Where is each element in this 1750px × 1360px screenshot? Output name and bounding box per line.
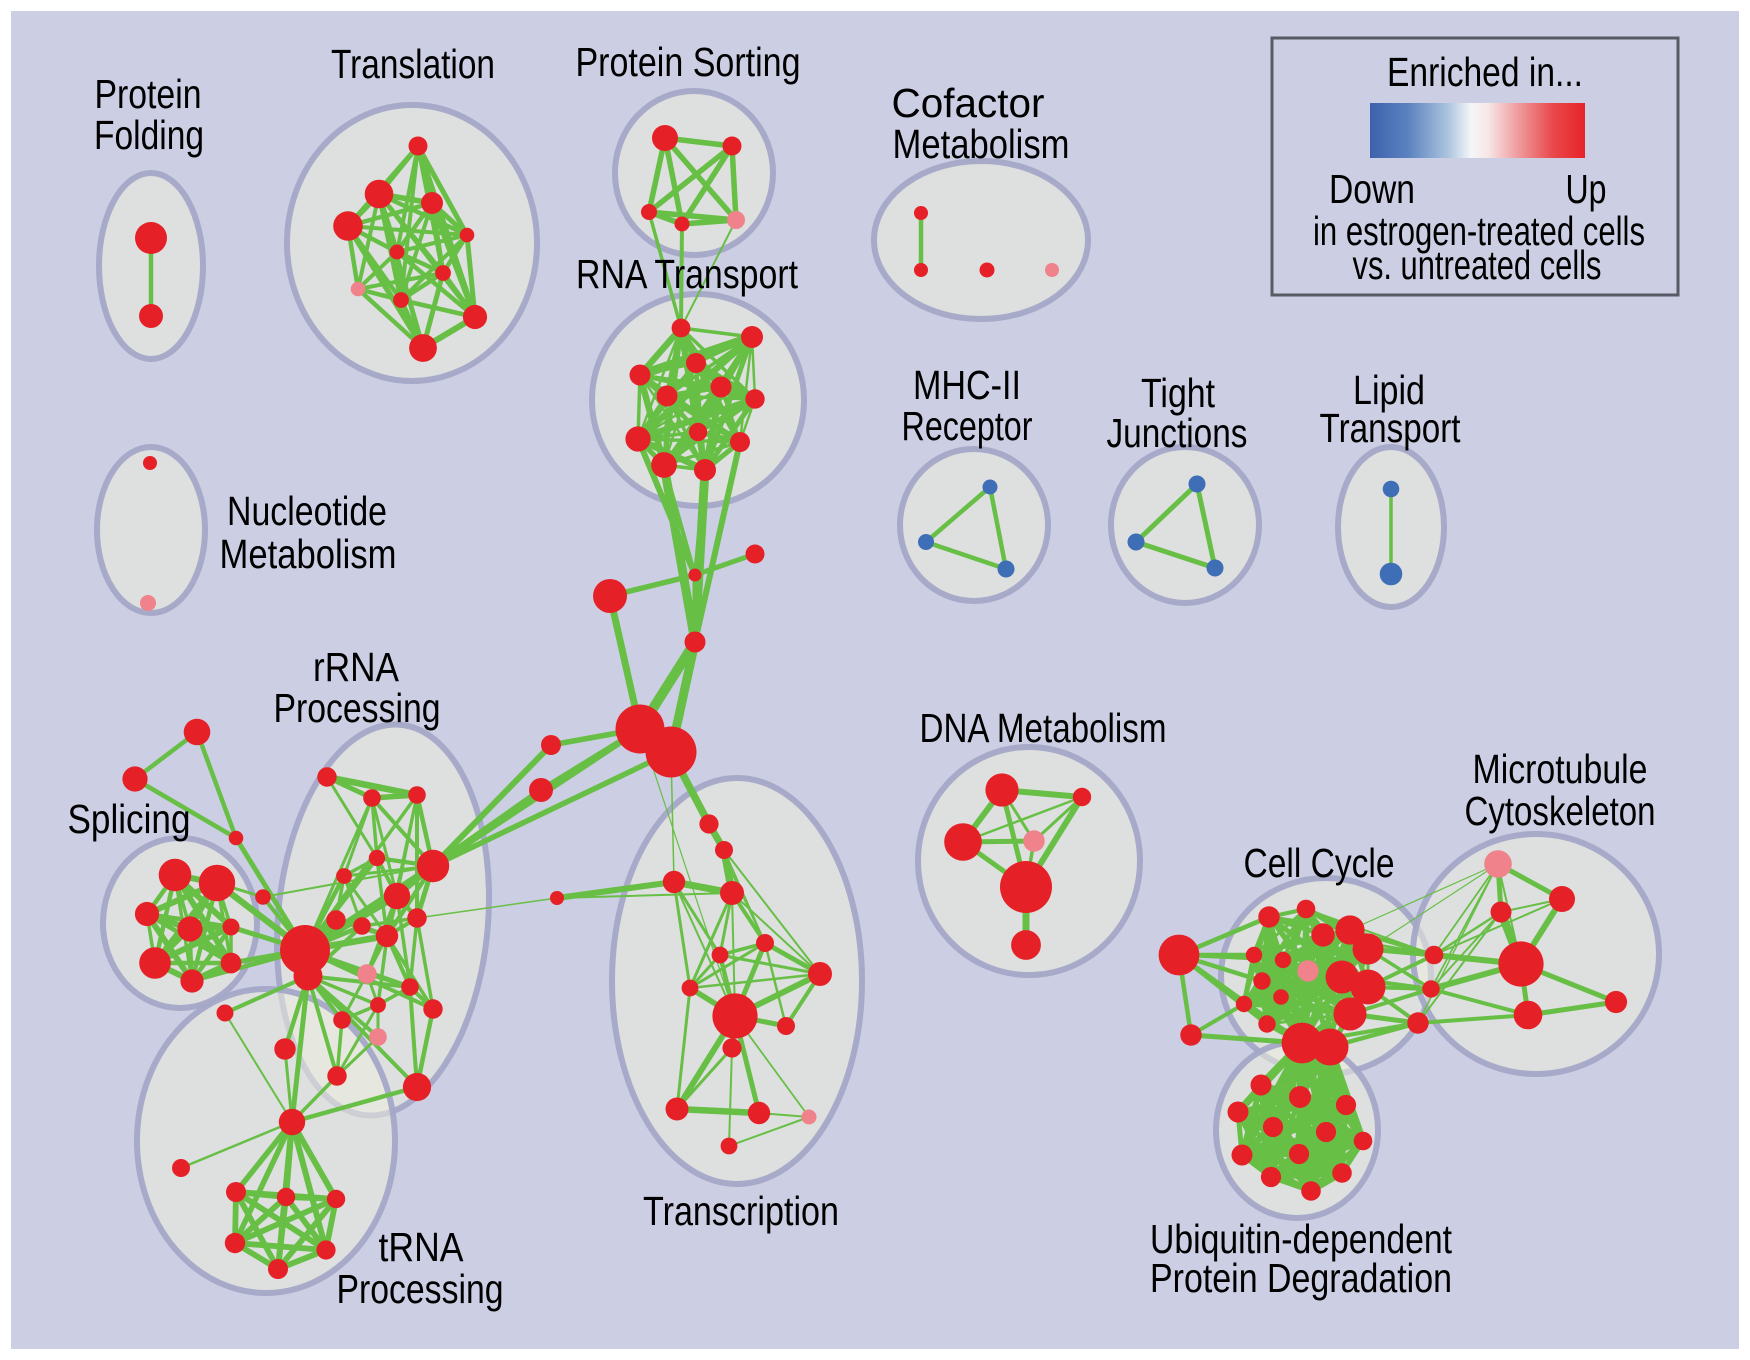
svg-text:rRNA: rRNA (313, 644, 400, 690)
svg-text:Junctions: Junctions (1107, 410, 1248, 456)
svg-text:Cell Cycle: Cell Cycle (1244, 840, 1395, 886)
svg-text:Protein Degradation: Protein Degradation (1150, 1255, 1452, 1301)
svg-text:Metabolism: Metabolism (220, 531, 397, 577)
svg-text:Down: Down (1329, 166, 1415, 212)
svg-text:Enriched in...: Enriched in... (1387, 49, 1583, 95)
svg-text:Up: Up (1566, 166, 1607, 212)
svg-text:tRNA: tRNA (379, 1224, 465, 1270)
svg-text:Transport: Transport (1320, 405, 1461, 451)
svg-text:Tight: Tight (1141, 370, 1215, 416)
svg-text:Translation: Translation (331, 41, 495, 87)
svg-text:Protein Sorting: Protein Sorting (576, 39, 801, 85)
svg-text:Microtubule: Microtubule (1473, 746, 1648, 792)
svg-text:vs. untreated cells: vs. untreated cells (1353, 242, 1602, 288)
svg-text:Nucleotide: Nucleotide (227, 488, 387, 534)
svg-text:in estrogen-treated cells: in estrogen-treated cells (1313, 208, 1645, 254)
svg-text:Lipid: Lipid (1353, 367, 1425, 413)
svg-text:Ubiquitin-dependent: Ubiquitin-dependent (1150, 1216, 1452, 1262)
svg-text:Cytoskeleton: Cytoskeleton (1465, 788, 1656, 834)
svg-text:RNA Transport: RNA Transport (576, 251, 798, 297)
svg-text:Metabolism: Metabolism (893, 121, 1070, 167)
svg-text:Splicing: Splicing (68, 796, 191, 842)
svg-text:Processing: Processing (337, 1266, 504, 1312)
svg-text:MHC-II: MHC-II (913, 362, 1021, 408)
svg-text:Cofactor: Cofactor (892, 80, 1045, 126)
svg-text:Receptor: Receptor (902, 403, 1033, 449)
svg-text:Protein: Protein (95, 71, 202, 117)
svg-text:Folding: Folding (94, 112, 204, 158)
svg-text:Transcription: Transcription (643, 1188, 839, 1234)
svg-text:Processing: Processing (274, 685, 441, 731)
svg-text:DNA Metabolism: DNA Metabolism (920, 705, 1167, 751)
